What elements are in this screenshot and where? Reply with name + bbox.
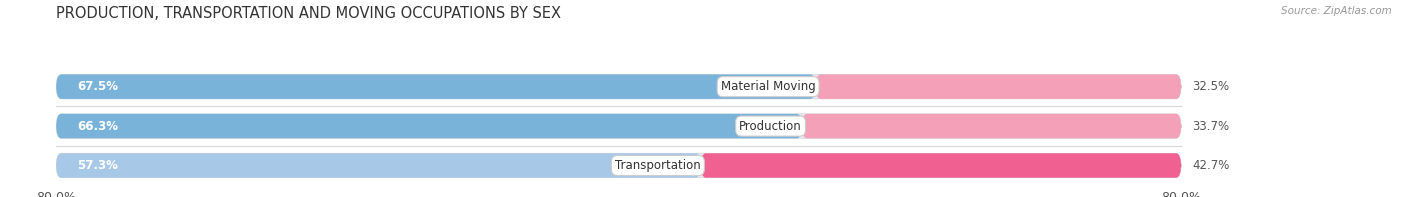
Text: 57.3%: 57.3%	[77, 159, 118, 172]
Text: Production: Production	[740, 120, 801, 133]
FancyBboxPatch shape	[56, 153, 700, 178]
Text: Material Moving: Material Moving	[721, 80, 815, 93]
Text: Source: ZipAtlas.com: Source: ZipAtlas.com	[1281, 6, 1392, 16]
FancyBboxPatch shape	[700, 153, 1181, 178]
FancyBboxPatch shape	[801, 114, 1181, 138]
Text: PRODUCTION, TRANSPORTATION AND MOVING OCCUPATIONS BY SEX: PRODUCTION, TRANSPORTATION AND MOVING OC…	[56, 6, 561, 21]
FancyBboxPatch shape	[56, 74, 815, 99]
FancyBboxPatch shape	[56, 114, 801, 138]
FancyBboxPatch shape	[815, 74, 1181, 99]
FancyBboxPatch shape	[56, 74, 1181, 99]
Text: Transportation: Transportation	[614, 159, 700, 172]
Text: 32.5%: 32.5%	[1192, 80, 1229, 93]
FancyBboxPatch shape	[56, 114, 1181, 138]
Text: 66.3%: 66.3%	[77, 120, 118, 133]
FancyBboxPatch shape	[56, 153, 1181, 178]
Text: 42.7%: 42.7%	[1192, 159, 1230, 172]
Text: 67.5%: 67.5%	[77, 80, 118, 93]
Text: 33.7%: 33.7%	[1192, 120, 1229, 133]
